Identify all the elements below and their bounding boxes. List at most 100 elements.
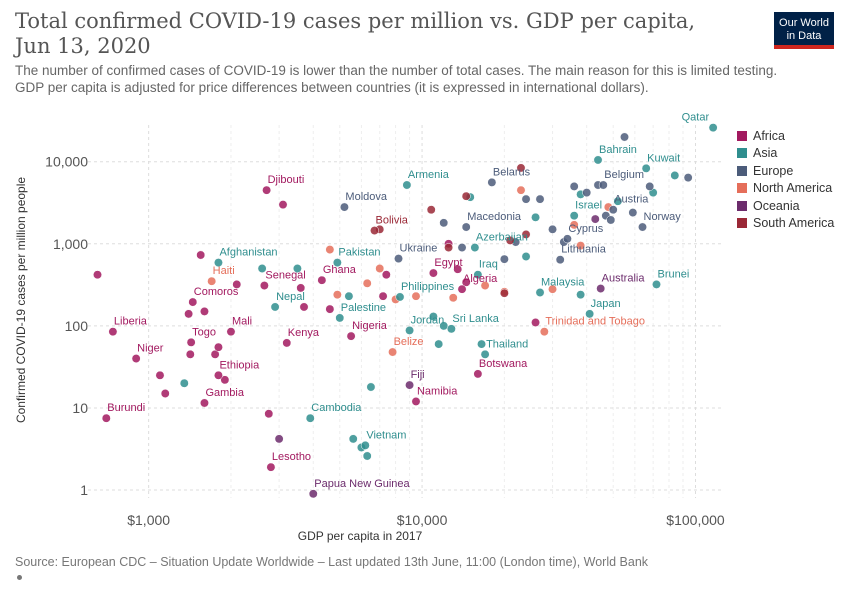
data-point[interactable] [620,132,629,142]
data-point[interactable] [461,222,471,232]
data-point[interactable] [375,264,385,273]
data-point[interactable] [569,211,579,221]
data-point[interactable] [670,171,680,180]
data-point[interactable] [339,202,349,212]
data-point[interactable] [196,250,206,260]
data-point[interactable] [184,309,194,319]
data-point[interactable] [590,214,600,224]
data-point[interactable] [214,370,223,380]
data-point[interactable] [186,337,196,347]
legend-item[interactable]: Europe [737,162,834,180]
data-point[interactable] [428,268,438,278]
data-point[interactable] [683,173,693,183]
data-point[interactable] [434,339,444,349]
data-point[interactable] [348,434,358,444]
data-point[interactable] [426,205,436,215]
owid-logo[interactable]: Our World in Data [774,12,834,49]
data-point[interactable] [259,281,269,290]
data-point[interactable] [381,270,391,280]
data-point[interactable] [378,291,388,301]
data-point[interactable] [360,440,370,450]
data-point[interactable] [308,489,318,499]
data-point[interactable] [411,397,421,406]
data-point[interactable] [226,327,236,337]
legend[interactable]: Africa Asia Europe North America Oceania Sout… [737,127,834,232]
data-point[interactable] [108,327,118,337]
data-point[interactable] [210,349,220,359]
data-point[interactable] [555,255,565,265]
data-point[interactable] [548,224,557,234]
data-point[interactable] [473,369,483,379]
data-point[interactable] [505,235,515,245]
data-point[interactable] [232,279,242,289]
data-point[interactable] [596,284,606,293]
data-point[interactable] [477,339,486,349]
data-point[interactable] [516,185,526,195]
data-point[interactable] [461,277,471,287]
data-point[interactable] [332,290,342,300]
data-point[interactable] [585,309,595,319]
data-point[interactable] [539,327,549,337]
data-point[interactable] [576,241,586,251]
data-point[interactable] [582,188,592,198]
data-point[interactable] [593,155,603,165]
data-point[interactable] [535,194,545,204]
data-point[interactable] [305,413,315,423]
data-point[interactable] [531,318,540,327]
data-point[interactable] [569,181,579,191]
data-point[interactable] [439,218,449,228]
data-point[interactable] [362,451,372,461]
data-point[interactable] [179,378,189,388]
data-point[interactable] [344,291,354,301]
data-point[interactable] [480,281,490,290]
data-point[interactable] [262,185,272,195]
data-point[interactable] [405,325,415,335]
data-point[interactable] [366,382,376,392]
data-point[interactable] [214,342,223,352]
data-point[interactable] [569,220,579,230]
data-point[interactable] [576,290,586,300]
data-point[interactable] [370,226,379,235]
data-point[interactable] [439,321,449,331]
data-point[interactable] [628,208,638,218]
data-point[interactable] [652,279,661,289]
data-point[interactable] [473,270,483,280]
data-point[interactable] [296,283,306,293]
data-point[interactable] [155,370,165,380]
data-point[interactable] [428,312,438,321]
data-point[interactable] [453,264,463,274]
data-point[interactable] [395,292,405,302]
data-point[interactable] [214,258,223,268]
data-point[interactable] [207,276,217,286]
data-point[interactable] [93,270,102,280]
data-point[interactable] [480,349,490,359]
data-point[interactable] [444,243,454,252]
data-point[interactable] [282,338,292,348]
data-point[interactable] [638,222,647,232]
data-points[interactable] [93,123,718,499]
data-point[interactable] [405,380,415,390]
data-point[interactable] [220,375,230,385]
data-point[interactable] [641,163,651,173]
data-point[interactable] [299,302,309,312]
data-point[interactable] [470,243,480,252]
data-point[interactable] [292,264,302,273]
data-point[interactable] [257,264,267,273]
data-point[interactable] [402,180,412,190]
data-point[interactable] [394,254,403,264]
data-point[interactable] [160,389,170,398]
data-point[interactable] [266,462,276,472]
data-point[interactable] [548,284,557,294]
data-point[interactable] [608,205,618,215]
data-point[interactable] [278,200,288,210]
data-point[interactable] [325,304,335,314]
data-point[interactable] [499,254,509,264]
data-point[interactable] [487,177,497,187]
data-point[interactable] [448,293,458,303]
data-point[interactable] [613,196,623,206]
data-point[interactable] [516,163,526,173]
data-point[interactable] [521,252,531,261]
data-point[interactable] [101,413,111,423]
legend-item[interactable]: North America [737,180,834,198]
